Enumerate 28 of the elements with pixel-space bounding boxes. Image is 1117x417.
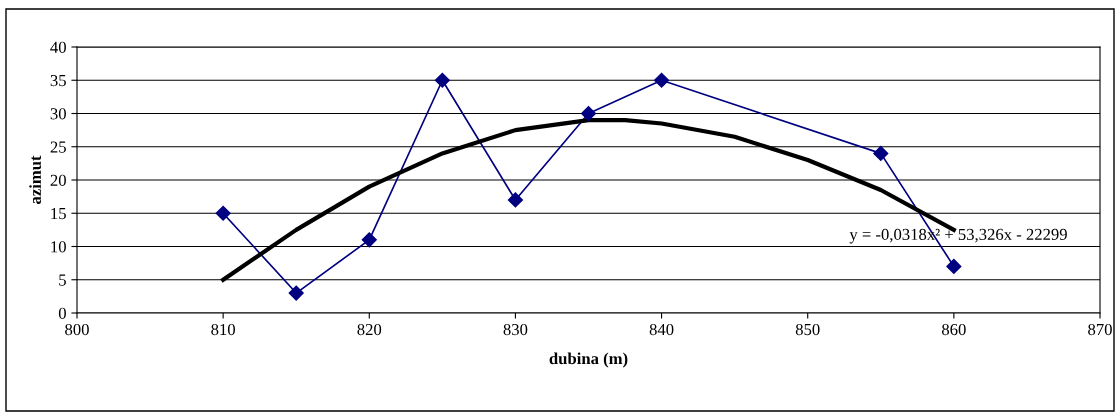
point — [654, 72, 670, 88]
point — [946, 258, 962, 275]
x-tick-label: 870 — [1088, 323, 1112, 336]
point — [507, 192, 523, 208]
x-tick-label: 810 — [211, 323, 236, 336]
x-tick-label: 830 — [503, 323, 528, 336]
point — [361, 232, 377, 248]
x-tick-label: 820 — [357, 323, 382, 336]
y-tick-label: 0 — [58, 307, 66, 319]
point — [580, 105, 597, 122]
point — [288, 285, 304, 301]
x-axis-title: dubina (m) — [549, 352, 628, 368]
y-tick-label: 35 — [50, 75, 66, 87]
x-tick-label: 840 — [649, 323, 674, 336]
y-tick-label: 25 — [50, 141, 66, 153]
y-tick-label: 20 — [50, 174, 66, 186]
point — [215, 205, 231, 221]
x-tick-label: 800 — [65, 323, 89, 336]
y-tick-label: 30 — [50, 108, 66, 120]
y-tick-label: 15 — [51, 208, 66, 220]
y-tick-label: 10 — [51, 241, 66, 253]
x-tick-label: 850 — [795, 323, 820, 336]
x-tick-label: 860 — [941, 323, 966, 336]
y-tick-label: 40 — [50, 41, 66, 53]
point — [434, 72, 450, 88]
y-axis-title: azimut — [29, 155, 42, 204]
point — [873, 145, 889, 161]
y-tick-label: 5 — [59, 274, 66, 286]
